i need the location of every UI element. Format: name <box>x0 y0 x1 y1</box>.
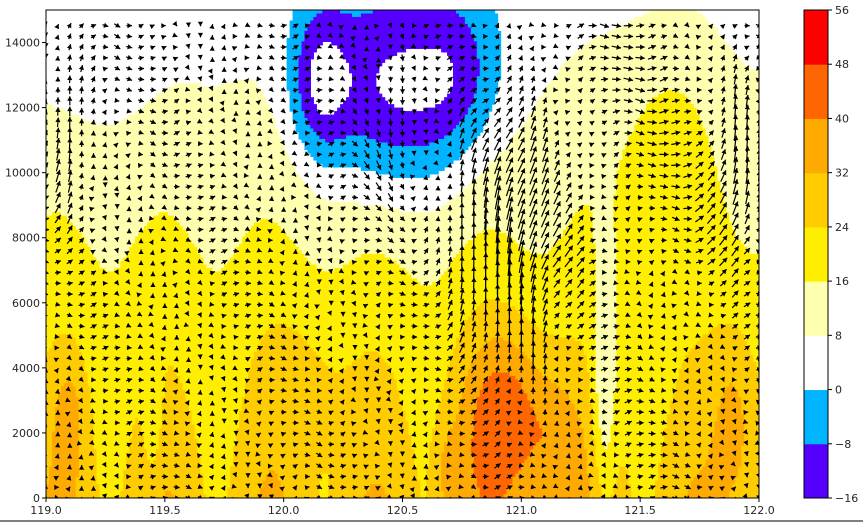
field-cell <box>498 73 502 77</box>
field-cell <box>495 17 499 21</box>
field-cell <box>49 104 53 108</box>
field-cell <box>373 76 377 80</box>
field-cell <box>319 41 323 45</box>
field-cell <box>486 115 490 119</box>
field-cell <box>498 62 502 66</box>
field-cell <box>495 13 499 17</box>
field-cell <box>714 27 718 31</box>
field-cell <box>706 20 710 24</box>
field-cell <box>263 97 267 101</box>
field-cell <box>272 118 276 122</box>
field-cell <box>313 48 317 52</box>
field-cell <box>307 83 311 87</box>
field-cell <box>492 97 496 101</box>
field-cell <box>310 55 314 59</box>
field-cell <box>385 101 389 105</box>
field-cell <box>254 83 258 87</box>
field-cell <box>726 45 730 49</box>
field-cell <box>492 10 496 14</box>
field-cell <box>700 13 704 17</box>
field-cell <box>373 80 377 84</box>
field-cell <box>382 97 386 101</box>
field-cell <box>495 83 499 87</box>
field-cell <box>489 108 493 112</box>
field-cell <box>738 59 742 63</box>
field-cell <box>489 104 493 108</box>
field-cell <box>382 59 386 63</box>
field-cell <box>307 73 311 77</box>
field-cell <box>76 115 80 119</box>
field-cell <box>266 104 270 108</box>
field-cell <box>694 10 698 14</box>
field-cell <box>272 125 276 129</box>
field-cell <box>741 62 745 66</box>
field-cell <box>269 115 273 119</box>
field-cell <box>61 108 65 112</box>
field-cell <box>703 17 707 21</box>
field-cell <box>729 48 733 52</box>
field-cell <box>307 62 311 66</box>
field-cell <box>714 31 718 35</box>
field-cell <box>492 101 496 105</box>
field-cell <box>391 104 395 108</box>
field-cell <box>376 69 380 73</box>
field-cell <box>198 83 202 87</box>
field-cell <box>394 52 398 56</box>
field-cell <box>310 97 314 101</box>
field-cell <box>260 94 264 98</box>
field-cell <box>251 80 255 84</box>
field-cell <box>313 45 317 49</box>
field-cell <box>263 101 267 105</box>
field-cell <box>313 104 317 108</box>
field-cell <box>310 101 314 105</box>
field-cell <box>379 94 383 98</box>
field-cell <box>307 94 311 98</box>
field-cell <box>492 94 496 98</box>
field-cell <box>310 52 314 56</box>
field-cell <box>373 83 377 87</box>
field-cell <box>260 90 264 94</box>
field-cell <box>313 108 317 112</box>
